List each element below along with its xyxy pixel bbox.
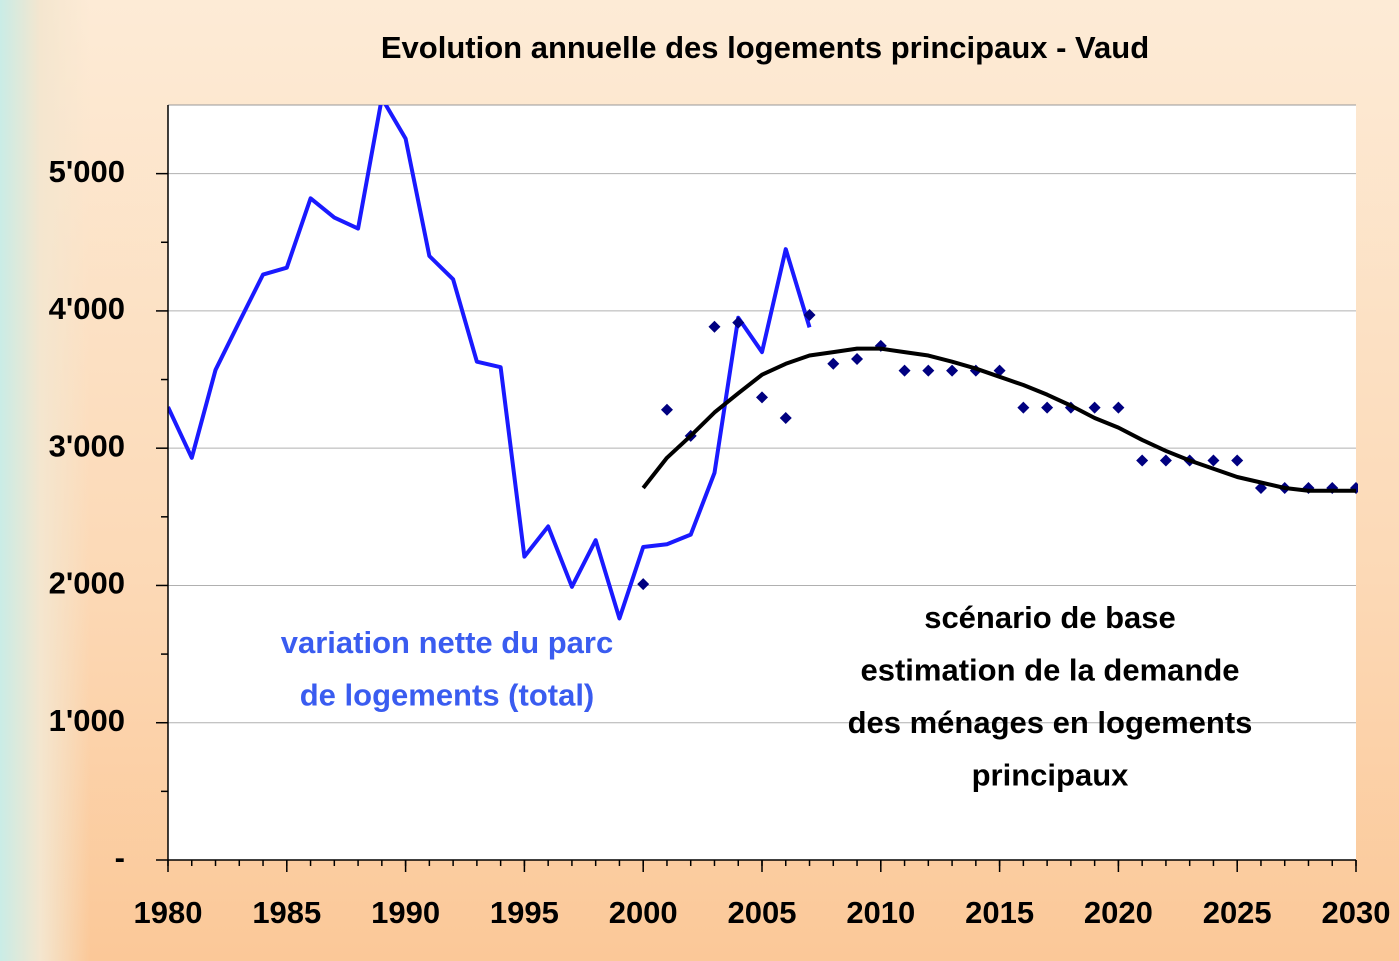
- plot-area: [168, 105, 1356, 860]
- y-tick-label: 2'000: [49, 566, 125, 601]
- scatter-point: [1041, 401, 1054, 414]
- x-tick-label: 2025: [1203, 895, 1272, 930]
- scatter-point: [922, 364, 935, 377]
- scatter-point: [1136, 454, 1149, 467]
- scatter-point: [827, 357, 840, 370]
- scatter-point: [851, 352, 864, 365]
- scatter-point: [660, 403, 673, 416]
- x-tick-label: 2000: [609, 895, 678, 930]
- scatter-point: [898, 364, 911, 377]
- x-tick-label: 1980: [134, 895, 203, 930]
- annotation: variation nette du parc: [281, 625, 613, 660]
- x-tick-label: 2010: [846, 895, 915, 930]
- scatter-point: [1112, 401, 1125, 414]
- scatter-point: [1231, 454, 1244, 467]
- annotation: de logements (total): [300, 678, 595, 713]
- x-tick-label: 1995: [490, 895, 559, 930]
- scatter-point: [732, 316, 745, 329]
- y-tick-label: 3'000: [49, 428, 125, 463]
- scatter-point: [1207, 454, 1220, 467]
- y-tick-label: 4'000: [49, 291, 125, 326]
- scatter-point: [993, 364, 1006, 377]
- scatter-point: [1088, 401, 1101, 414]
- line-series: [168, 105, 812, 621]
- x-tick-label: 2030: [1322, 895, 1391, 930]
- x-tick-label: 1985: [252, 895, 321, 930]
- line-series: [641, 346, 1356, 493]
- chart-title: Evolution annuelle des logements princip…: [381, 30, 1149, 65]
- x-tick-label: 2020: [1084, 895, 1153, 930]
- x-tick-label: 2005: [728, 895, 797, 930]
- annotation: des ménages en logements: [848, 705, 1253, 740]
- scatter-point: [946, 364, 959, 377]
- annotation: estimation de la demande: [861, 653, 1240, 688]
- y-tick-label: -: [115, 840, 125, 875]
- scatter-point: [637, 578, 650, 591]
- scatter-point: [1159, 454, 1172, 467]
- scatter-point: [1017, 401, 1030, 414]
- annotation: principaux: [972, 758, 1130, 793]
- x-tick-label: 1990: [371, 895, 440, 930]
- scatter-point: [708, 320, 721, 333]
- y-tick-label: 5'000: [49, 154, 125, 189]
- annotation: scénario de base: [924, 600, 1176, 635]
- scatter-point: [756, 391, 768, 404]
- scatter-point: [779, 411, 792, 424]
- x-tick-label: 2015: [965, 895, 1034, 930]
- scatter-point: [803, 309, 816, 322]
- y-tick-label: 1'000: [49, 703, 125, 738]
